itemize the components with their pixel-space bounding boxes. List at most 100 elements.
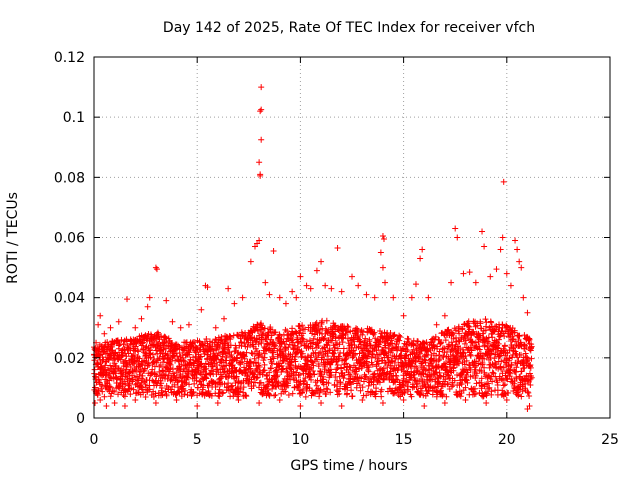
data-point bbox=[527, 381, 534, 388]
data-point bbox=[276, 332, 283, 339]
data-point bbox=[336, 373, 343, 380]
data-point bbox=[181, 391, 188, 398]
data-point bbox=[376, 379, 383, 386]
data-point bbox=[460, 350, 467, 357]
data-point bbox=[308, 376, 315, 383]
x-tick-label: 5 bbox=[193, 432, 202, 448]
data-point bbox=[255, 351, 262, 358]
data-point bbox=[101, 330, 108, 337]
data-point bbox=[455, 337, 462, 344]
data-point bbox=[490, 370, 497, 377]
data-point bbox=[225, 380, 232, 387]
data-point bbox=[284, 382, 291, 389]
data-point bbox=[526, 392, 533, 399]
data-point bbox=[276, 347, 283, 354]
data-point bbox=[331, 323, 338, 330]
data-point bbox=[303, 338, 310, 345]
data-point bbox=[193, 371, 200, 378]
data-point bbox=[455, 360, 462, 367]
y-tick-label: 0.06 bbox=[54, 231, 85, 247]
data-point bbox=[325, 380, 332, 387]
data-point bbox=[214, 352, 221, 359]
data-point bbox=[494, 382, 501, 389]
data-point bbox=[371, 294, 378, 301]
data-point bbox=[400, 396, 407, 403]
data-point bbox=[442, 376, 449, 383]
data-point bbox=[329, 337, 336, 344]
data-point bbox=[321, 363, 328, 370]
data-point bbox=[503, 396, 510, 403]
data-point bbox=[115, 342, 122, 349]
y-tick-label: 0.12 bbox=[54, 50, 85, 66]
data-point bbox=[441, 312, 448, 319]
data-point bbox=[449, 330, 456, 337]
data-point bbox=[466, 326, 473, 333]
data-point bbox=[274, 372, 281, 379]
x-tick-label: 20 bbox=[498, 432, 516, 448]
x-tick-label: 15 bbox=[395, 432, 413, 448]
data-point bbox=[107, 393, 114, 400]
data-point bbox=[486, 384, 493, 391]
data-point bbox=[186, 349, 193, 356]
data-point bbox=[380, 365, 387, 372]
data-point bbox=[465, 323, 472, 330]
data-point bbox=[524, 405, 531, 412]
data-point bbox=[467, 351, 474, 358]
data-point bbox=[387, 362, 394, 369]
data-point bbox=[327, 366, 334, 373]
data-point bbox=[115, 318, 122, 325]
data-point bbox=[369, 350, 376, 357]
data-point bbox=[206, 392, 213, 399]
data-point bbox=[254, 374, 261, 381]
data-point bbox=[506, 347, 513, 354]
data-point bbox=[518, 393, 525, 400]
data-point bbox=[132, 396, 139, 403]
data-point bbox=[422, 359, 429, 366]
data-point bbox=[526, 402, 533, 409]
data-point bbox=[405, 386, 412, 393]
data-point bbox=[234, 355, 241, 362]
data-point bbox=[187, 356, 194, 363]
data-point bbox=[343, 391, 350, 398]
data-point bbox=[291, 342, 298, 349]
data-point bbox=[107, 384, 114, 391]
data-point bbox=[235, 391, 242, 398]
data-point bbox=[208, 392, 215, 399]
data-point bbox=[139, 362, 146, 369]
data-point bbox=[439, 392, 446, 399]
data-point bbox=[365, 367, 372, 374]
data-point bbox=[261, 361, 268, 368]
data-point bbox=[343, 327, 350, 334]
data-point bbox=[320, 376, 327, 383]
data-point bbox=[352, 371, 359, 378]
data-point bbox=[435, 357, 442, 364]
data-point bbox=[412, 281, 419, 288]
data-point bbox=[524, 356, 531, 363]
data-point bbox=[106, 383, 113, 390]
data-point bbox=[344, 323, 351, 330]
data-point bbox=[500, 348, 507, 355]
data-point bbox=[385, 354, 392, 361]
data-point bbox=[142, 393, 149, 400]
data-point bbox=[138, 379, 145, 386]
data-point bbox=[304, 381, 311, 388]
data-point bbox=[133, 380, 140, 387]
data-point bbox=[312, 390, 319, 397]
data-point bbox=[255, 341, 262, 348]
data-point bbox=[460, 270, 467, 277]
data-point bbox=[252, 379, 259, 386]
data-point bbox=[499, 387, 506, 394]
data-point bbox=[298, 389, 305, 396]
data-point bbox=[467, 352, 474, 359]
data-point bbox=[343, 360, 350, 367]
data-point bbox=[522, 380, 529, 387]
data-point bbox=[334, 361, 341, 368]
data-point bbox=[190, 389, 197, 396]
data-point bbox=[498, 376, 505, 383]
data-point bbox=[323, 385, 330, 392]
data-point bbox=[212, 324, 219, 331]
data-point bbox=[263, 341, 270, 348]
data-point bbox=[360, 378, 367, 385]
data-point bbox=[132, 343, 139, 350]
data-point bbox=[94, 392, 101, 399]
